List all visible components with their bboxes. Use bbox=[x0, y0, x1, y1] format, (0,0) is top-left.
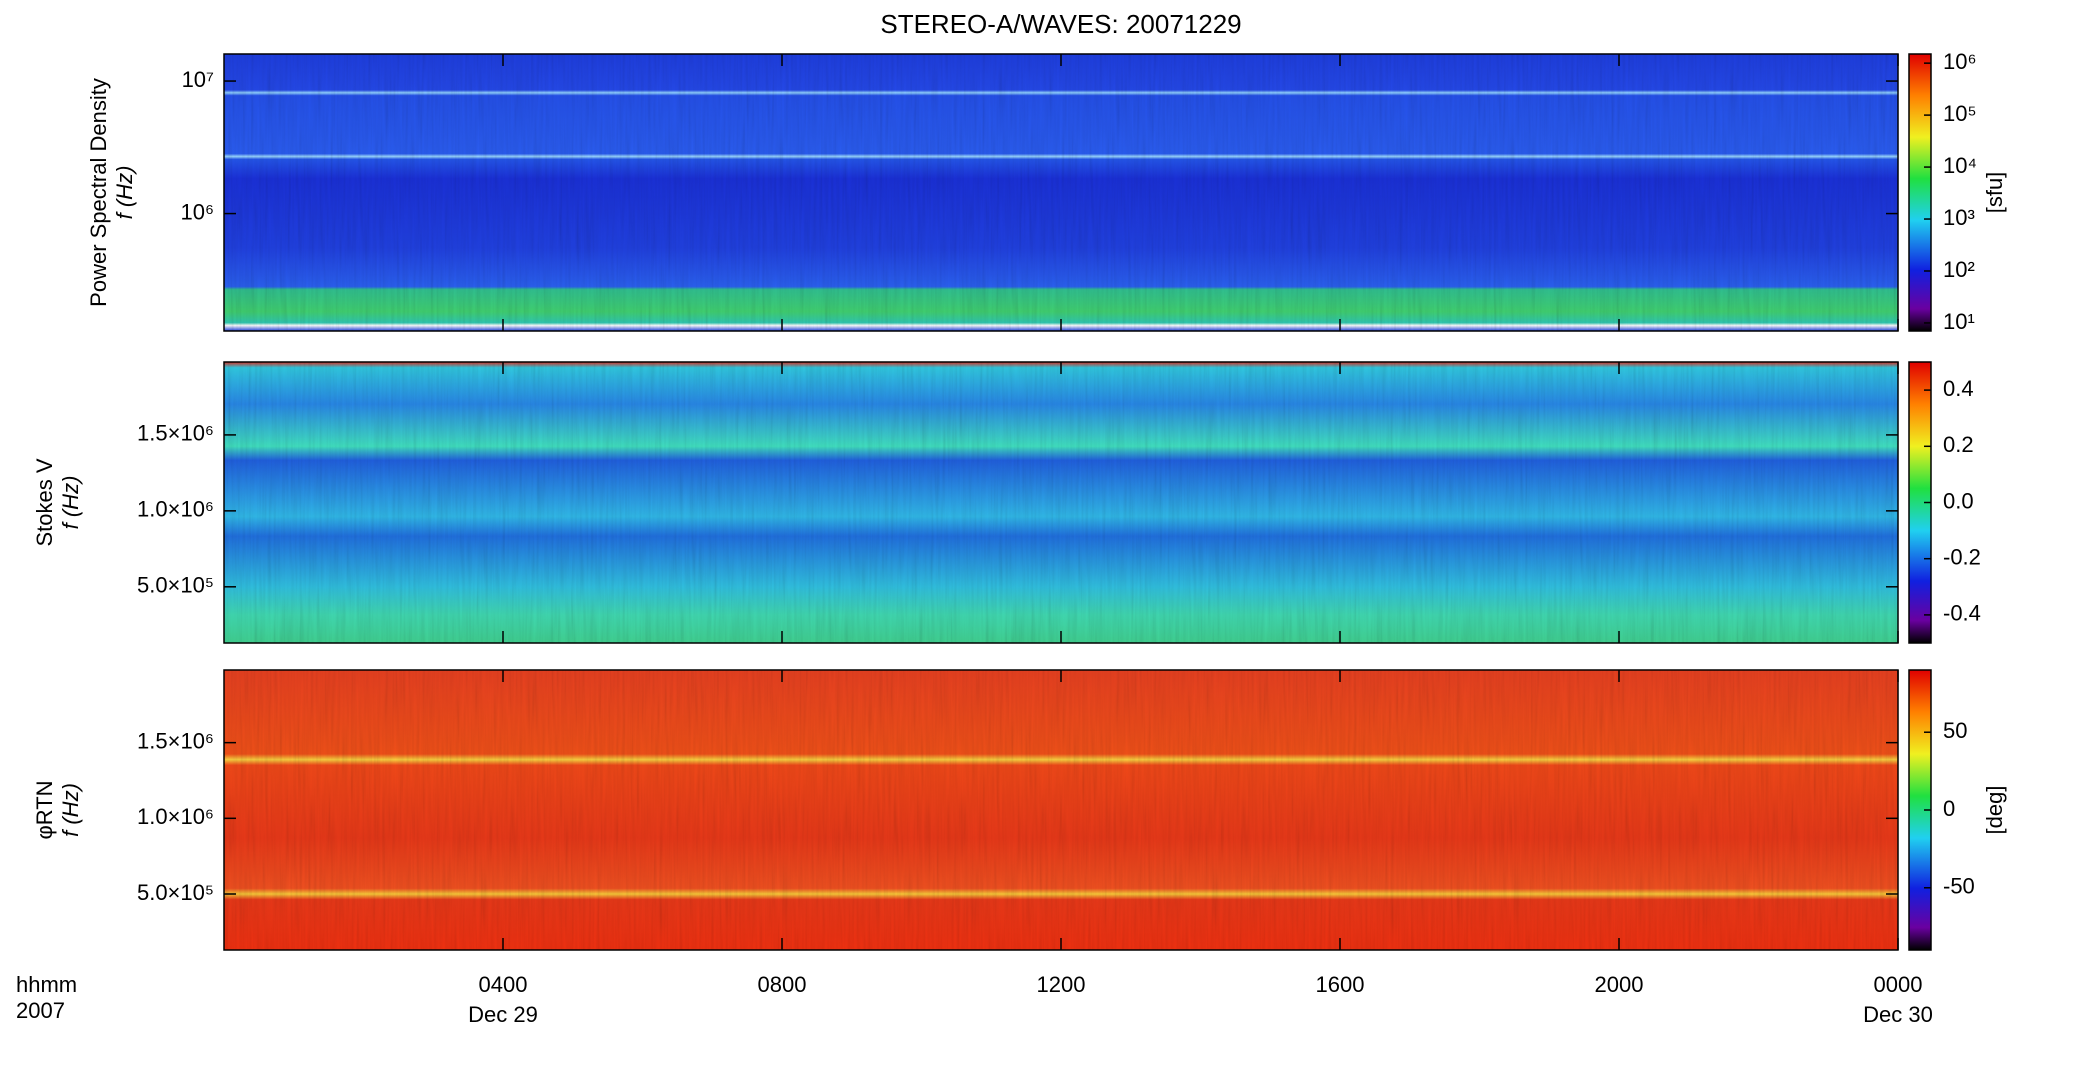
y-tick-label: 1.0×10⁶ bbox=[137, 804, 214, 829]
colorbar-tick-label: -50 bbox=[1943, 874, 1975, 899]
colorbar-tick-label: 0.0 bbox=[1943, 488, 1974, 513]
x-unit-label: hhmm bbox=[16, 972, 77, 997]
y-axis-label: f (Hz) bbox=[112, 166, 137, 220]
y-axis-label: f (Hz) bbox=[58, 476, 83, 530]
y-tick-label: 1.5×10⁶ bbox=[137, 728, 214, 753]
y-tick-label: 5.0×10⁵ bbox=[137, 573, 214, 598]
x-tick-label: 1200 bbox=[1037, 972, 1086, 997]
x-tick-label: 2000 bbox=[1595, 972, 1644, 997]
colorbar-tick-label: -0.4 bbox=[1943, 601, 1981, 626]
y-tick-label: 10⁷ bbox=[182, 67, 214, 92]
panel-title: Stokes V bbox=[32, 458, 57, 546]
y-tick-label: 1.5×10⁶ bbox=[137, 421, 214, 446]
colorbar-tick-label: 0.2 bbox=[1943, 432, 1974, 457]
colorbar-tick-label: 50 bbox=[1943, 718, 1967, 743]
panel-title: φRTN bbox=[32, 780, 57, 839]
x-tick-label: 0400 bbox=[479, 972, 528, 997]
colorbar bbox=[1908, 53, 1932, 332]
spectrogram-texture bbox=[224, 362, 1898, 643]
spectrogram-texture bbox=[224, 54, 1898, 331]
colorbar-tick-label: -0.2 bbox=[1943, 545, 1981, 570]
colorbar-tick-label: 10⁵ bbox=[1943, 101, 1977, 126]
colorbar-tick-label: 10² bbox=[1943, 257, 1975, 282]
year-label: 2007 bbox=[16, 998, 65, 1023]
y-axis-label: f (Hz) bbox=[58, 783, 83, 837]
y-tick-label: 5.0×10⁵ bbox=[137, 880, 214, 905]
chart-title: STEREO-A/WAVES: 20071229 bbox=[880, 9, 1241, 39]
date-label: Dec 29 bbox=[468, 1002, 538, 1027]
x-tick-label: 1600 bbox=[1316, 972, 1365, 997]
colorbar-tick-label: 0.4 bbox=[1943, 376, 1974, 401]
colorbar-tick-label: 10⁶ bbox=[1943, 49, 1977, 74]
x-tick-label: 0800 bbox=[758, 972, 807, 997]
y-tick-label: 1.0×10⁶ bbox=[137, 497, 214, 522]
date-label: Dec 30 bbox=[1863, 1002, 1933, 1027]
x-tick-label: 0000 bbox=[1874, 972, 1923, 997]
colorbar-tick-label: 0 bbox=[1943, 796, 1955, 821]
colorbar-label: [deg] bbox=[1982, 786, 2007, 835]
y-tick-label: 10⁶ bbox=[180, 199, 214, 224]
colorbar-tick-label: 10³ bbox=[1943, 205, 1975, 230]
colorbar-label: [sfu] bbox=[1982, 172, 2007, 214]
colorbar-tick-label: 10⁴ bbox=[1943, 153, 1977, 178]
colorbar-tick-label: 10¹ bbox=[1943, 309, 1975, 334]
spectrogram-texture bbox=[224, 670, 1898, 950]
panel-title: Power Spectral Density bbox=[86, 78, 111, 307]
